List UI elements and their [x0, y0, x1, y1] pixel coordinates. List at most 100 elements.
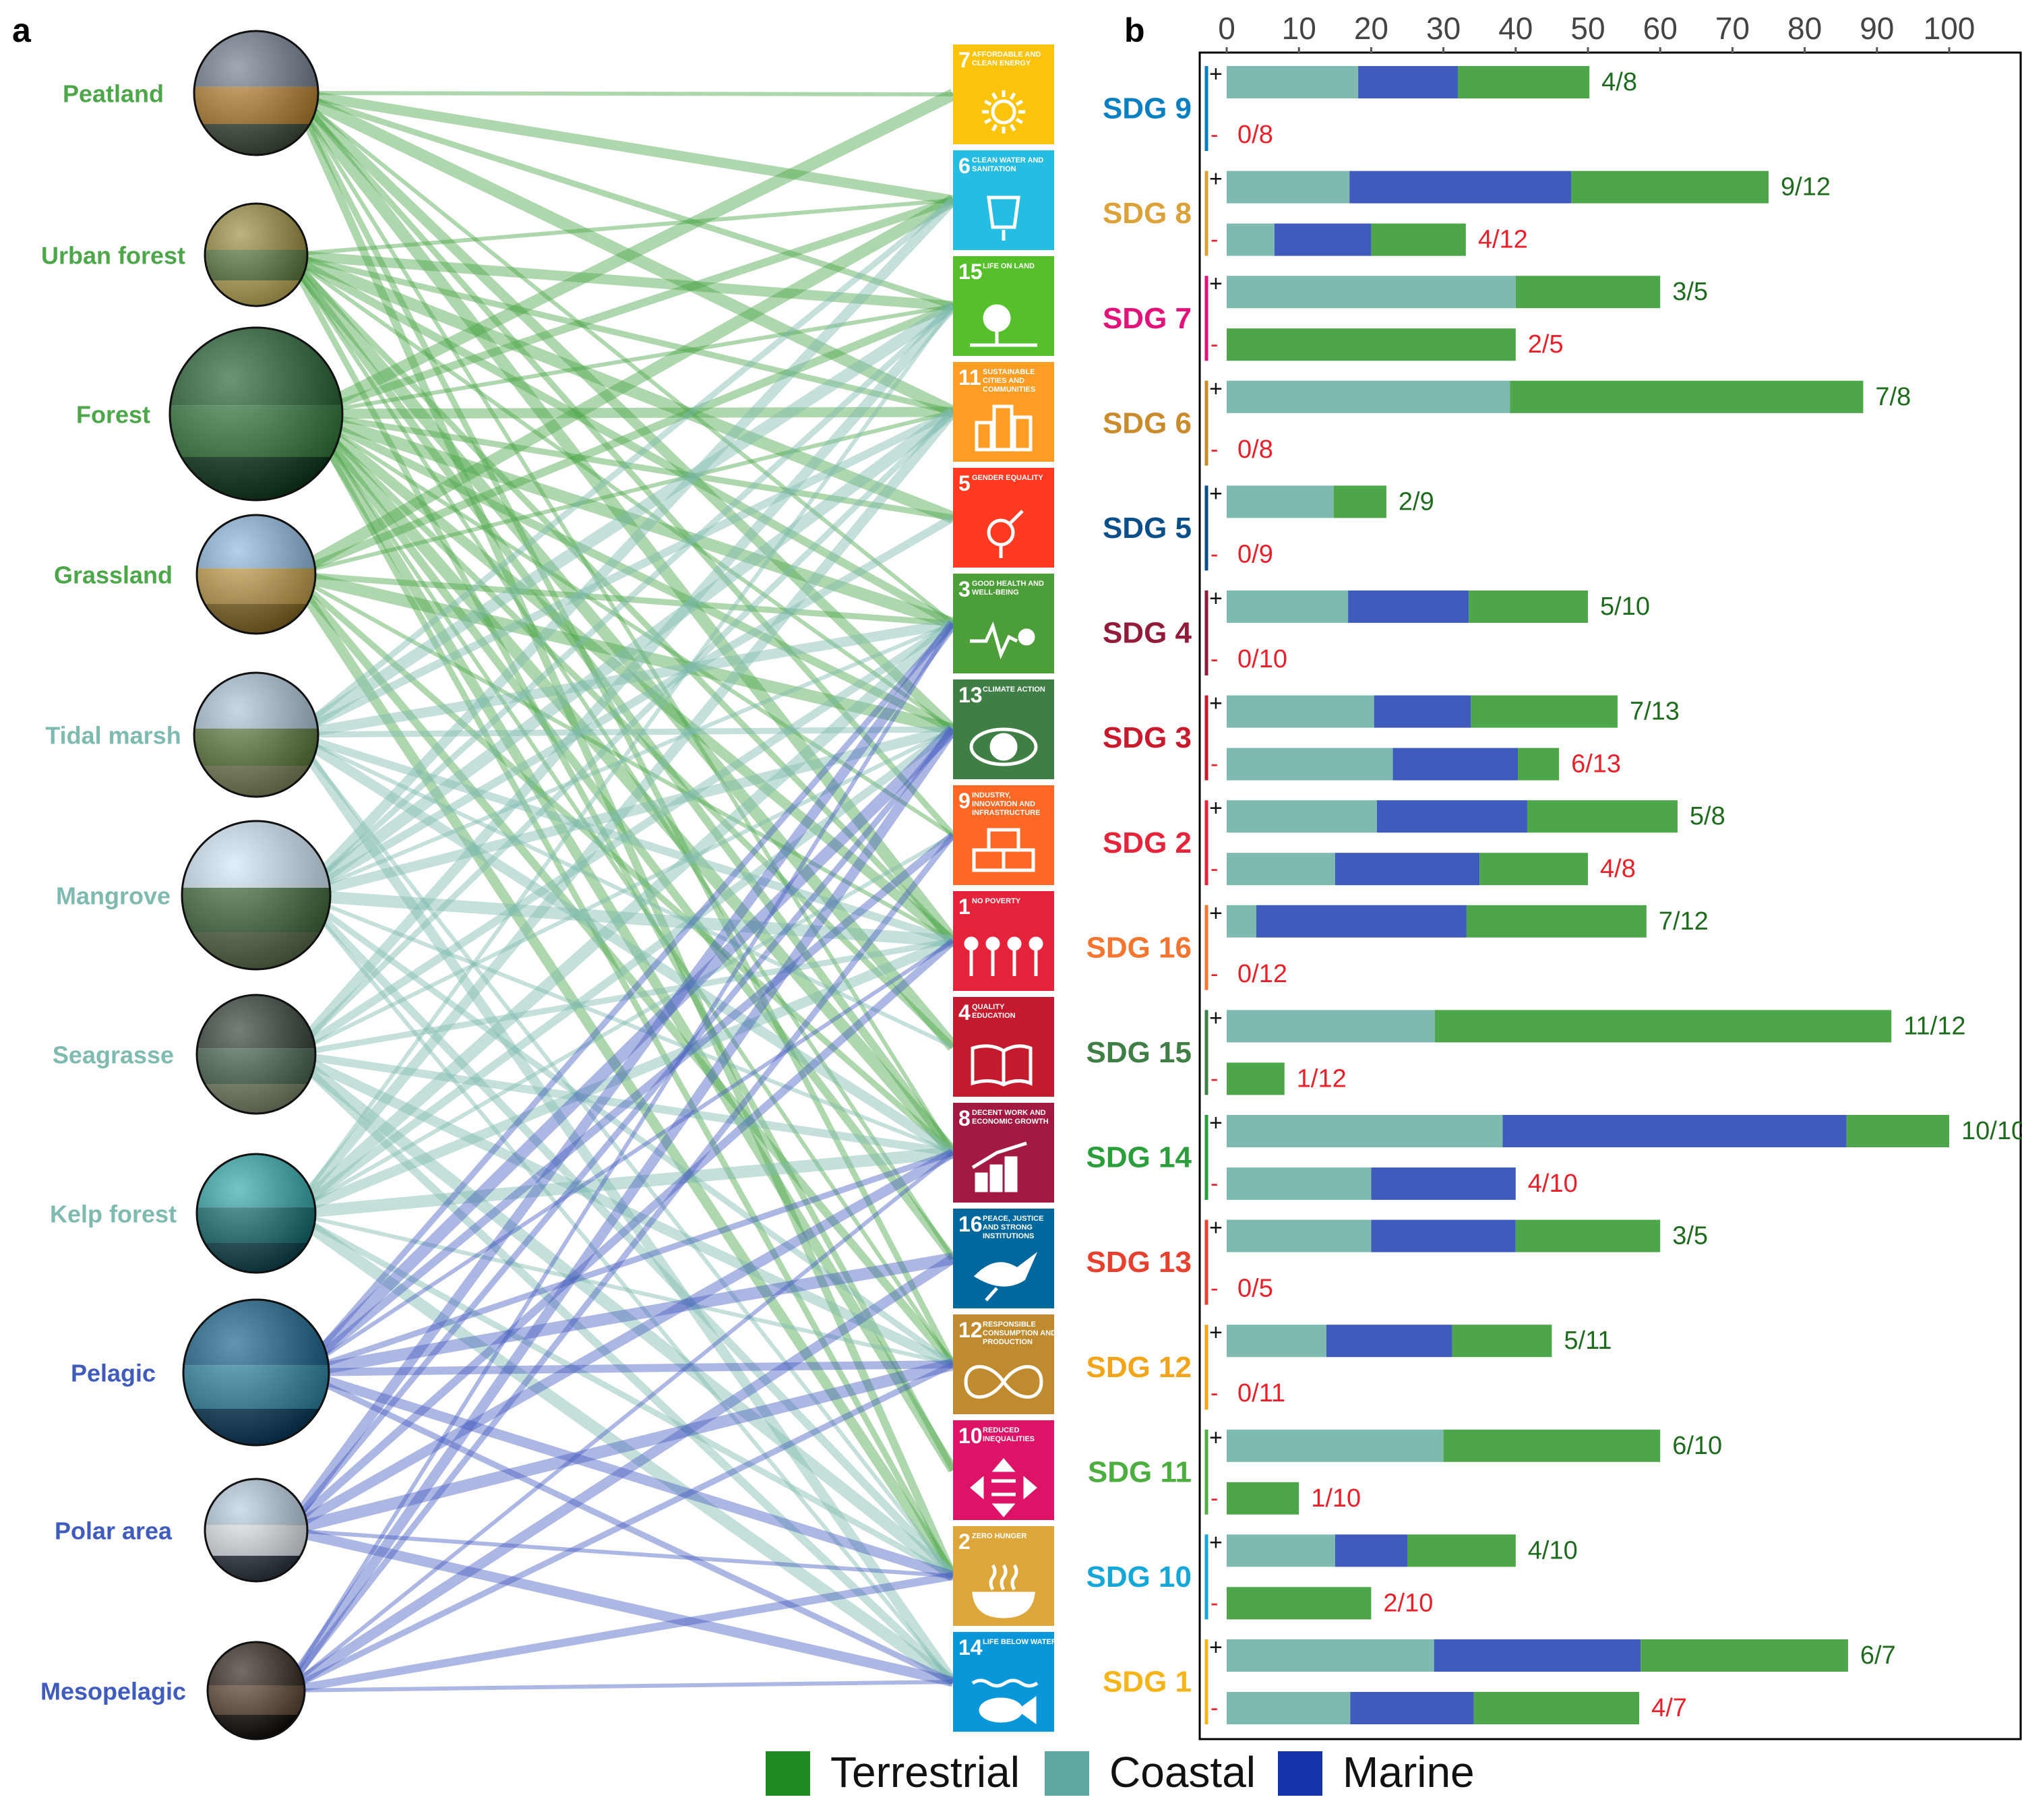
plus-sign: + — [1209, 795, 1223, 821]
network-link — [298, 1369, 954, 1685]
sdg-row: SDG 15 + - 11/12 1/12 — [1086, 1005, 1966, 1095]
network-link — [306, 408, 955, 630]
network-link — [289, 936, 955, 1218]
bar-segment-marine — [1326, 1325, 1452, 1358]
sdg-tile-title: CLIMATE ACTION — [983, 686, 1045, 694]
network-link — [290, 302, 955, 578]
sdg-row: SDG 4 + - 5/10 0/10 — [1103, 586, 1650, 675]
bar-segment-terrestrial — [1469, 590, 1588, 623]
x-tick-label: 100 — [1924, 11, 1975, 46]
network-link — [290, 1147, 954, 1219]
network-link — [291, 198, 955, 737]
bar-segment-marine — [1371, 1167, 1516, 1200]
sdg-tile-title: CITIES AND — [983, 377, 1024, 385]
sdg-row-label: SDG 6 — [1103, 406, 1192, 439]
tree-icon — [970, 304, 1037, 347]
minus-sign: - — [1211, 1171, 1218, 1196]
sdg-tile: 14 LIFE BELOW WATER — [953, 1632, 1057, 1732]
bar-rows: SDG 9 + - 4/8 0/8 SDG 8 + - 9/12 4/12 SDG 7 + - 3/5 2/… — [1086, 61, 2022, 1724]
legend: Terrestrial Coastal Marine — [766, 1748, 1475, 1796]
bar-segment-coastal — [1227, 1325, 1326, 1358]
sdg-tile-number: 9 — [958, 789, 971, 813]
network-link — [290, 1050, 954, 1157]
network-link — [291, 410, 954, 576]
fraction-label: 6/10 — [1672, 1432, 1722, 1460]
network-link — [298, 303, 956, 898]
plus-sign: + — [1209, 1425, 1223, 1451]
sdg-tile-title: ZERO HUNGER — [972, 1532, 1027, 1540]
sdg-tile-title: SUSTAINABLE — [983, 368, 1035, 376]
fraction-label: 11/12 — [1903, 1012, 1965, 1040]
network-link — [288, 1049, 957, 1581]
ecosystem-label: Polar area — [55, 1517, 173, 1545]
ecosystem-node: Grassland — [54, 514, 317, 635]
network-link — [300, 889, 954, 947]
bar-segment-coastal — [1227, 380, 1510, 413]
network-link — [289, 726, 956, 1217]
sdg-tile-title: SANITATION — [972, 165, 1016, 173]
network-link — [290, 301, 956, 740]
sdg-tile-bg — [953, 468, 1054, 568]
ecosystem-node: Urban forest — [41, 202, 309, 307]
network-link — [303, 410, 958, 1157]
network-link — [290, 91, 956, 1366]
sdg-tile-number: 2 — [958, 1529, 971, 1554]
legend-label: Terrestrial — [830, 1748, 1020, 1796]
bar-segment-marine — [1371, 1219, 1516, 1252]
panel-b-letter: b — [1124, 11, 1145, 49]
bar-segment-marine — [1434, 1639, 1641, 1672]
panel-a-letter: a — [12, 11, 32, 49]
sdg-row-label: SDG 5 — [1103, 512, 1192, 545]
sdg-row-label: SDG 9 — [1103, 92, 1192, 125]
network-link — [285, 1525, 954, 1687]
bar-segment-coastal — [1227, 66, 1359, 98]
network-link — [282, 620, 958, 1534]
network-link — [289, 572, 955, 1155]
bar-segment-marine — [1349, 171, 1572, 204]
sdg-tile-number: 16 — [958, 1212, 983, 1236]
bar-segment-marine — [1502, 1115, 1847, 1147]
sdg-row: SDG 16 + - 7/12 0/12 — [1086, 901, 1709, 990]
plus-sign: + — [1209, 61, 1223, 87]
network-links — [281, 87, 958, 1695]
network-link — [293, 726, 954, 738]
sdg-row: SDG 3 + - 7/13 6/13 — [1103, 691, 1680, 781]
network-link — [289, 89, 957, 733]
bar-segment-coastal — [1227, 1534, 1335, 1567]
network-link — [292, 618, 954, 740]
network-link — [295, 725, 958, 1377]
bar-segment-coastal — [1227, 695, 1374, 728]
network-link — [305, 88, 956, 420]
sdg-tile-number: 7 — [958, 48, 971, 72]
network-link — [292, 91, 954, 626]
sdg-row: SDG 2 + - 5/8 4/8 — [1103, 795, 1725, 886]
fraction-label: 0/8 — [1237, 435, 1273, 464]
network-link — [303, 411, 958, 1473]
network-link — [288, 89, 958, 945]
bar-segment-terrestrial — [1515, 276, 1661, 309]
network-link — [282, 251, 958, 1051]
sdg-row-label: SDG 11 — [1088, 1455, 1192, 1488]
bar-segment-coastal — [1227, 1010, 1435, 1043]
plus-sign: + — [1209, 376, 1223, 402]
sdg-row: SDG 14 + - 10/10 4/10 — [1086, 1110, 2022, 1200]
sdg-row: SDG 1 + - 6/7 4/7 — [1103, 1635, 1896, 1724]
sdg-row: SDG 13 + - 3/5 0/5 — [1086, 1215, 1708, 1305]
ecosystem-label: Kelp forest — [50, 1201, 177, 1228]
bar-segment-marine — [1335, 853, 1480, 886]
plus-sign: + — [1209, 1320, 1223, 1345]
network-link — [287, 571, 958, 1579]
network-link — [285, 1680, 954, 1693]
ecosystem-label: Mangrove — [56, 882, 171, 910]
bar-segment-coastal — [1227, 1167, 1372, 1200]
sdg-tile-title: CLEAN WATER AND — [972, 156, 1043, 164]
sdg-tile-number: 3 — [958, 577, 971, 601]
minus-sign: - — [1211, 646, 1218, 672]
ecosystem-node: Kelp forest — [50, 1153, 317, 1274]
fraction-label: 4/8 — [1600, 855, 1636, 883]
network-link — [291, 571, 954, 627]
